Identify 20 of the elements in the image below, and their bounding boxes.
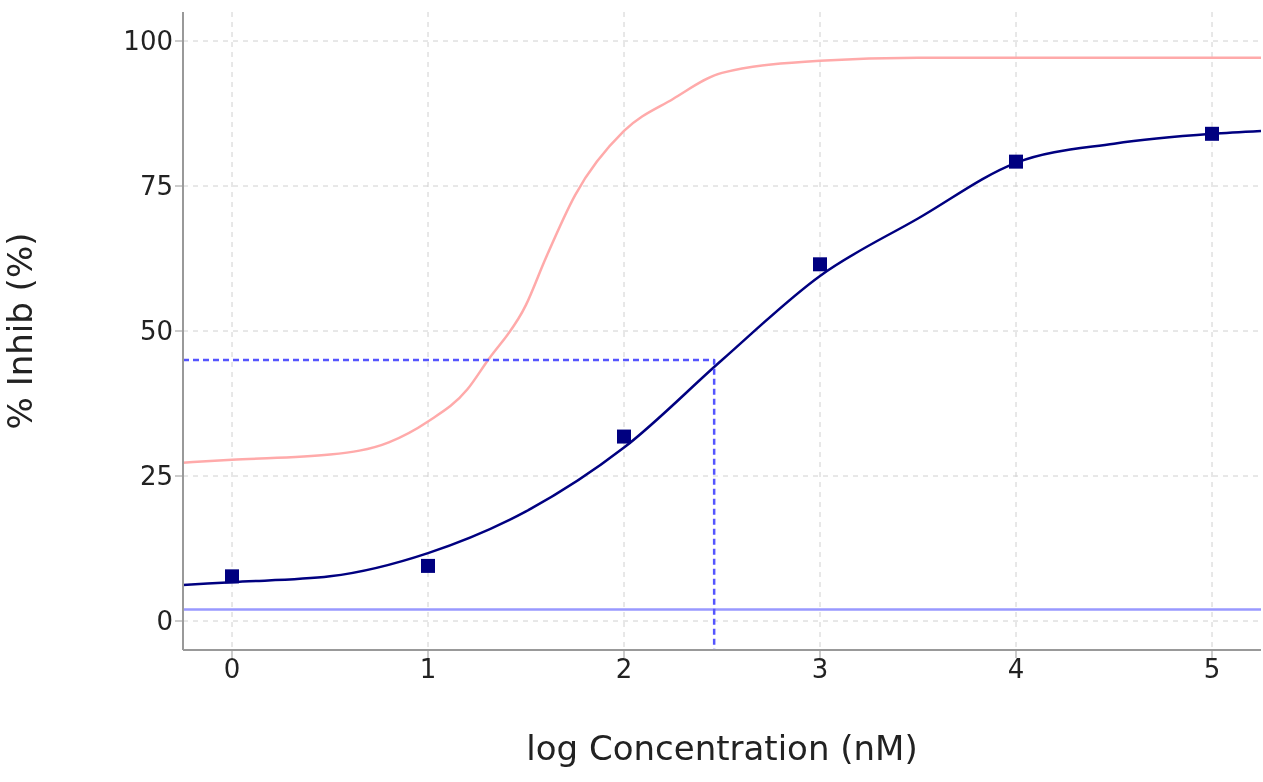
- point: [617, 429, 631, 444]
- y-tick-label: 0: [156, 606, 173, 637]
- line-series: [183, 56, 1261, 464]
- y-tick-label: 25: [139, 461, 173, 492]
- x-tick-label: 4: [1007, 654, 1025, 685]
- point: [225, 569, 239, 584]
- x-tick-label: 1: [419, 654, 437, 685]
- y-tick-label: 75: [139, 171, 173, 202]
- x-tick-label: 5: [1203, 654, 1221, 685]
- x-axis-title: log Concentration (nM): [526, 728, 918, 768]
- x-tick-label: 3: [811, 654, 829, 685]
- y-tick-label: 100: [123, 26, 173, 57]
- point: [813, 257, 827, 272]
- y-axis-title: % Inhib (%): [0, 232, 41, 430]
- point: [1205, 126, 1219, 141]
- point: [421, 558, 435, 573]
- point: [1009, 154, 1023, 169]
- x-tick-label: 0: [223, 654, 241, 685]
- x-tick-label: 2: [615, 654, 633, 685]
- y-tick-label: 50: [139, 316, 173, 347]
